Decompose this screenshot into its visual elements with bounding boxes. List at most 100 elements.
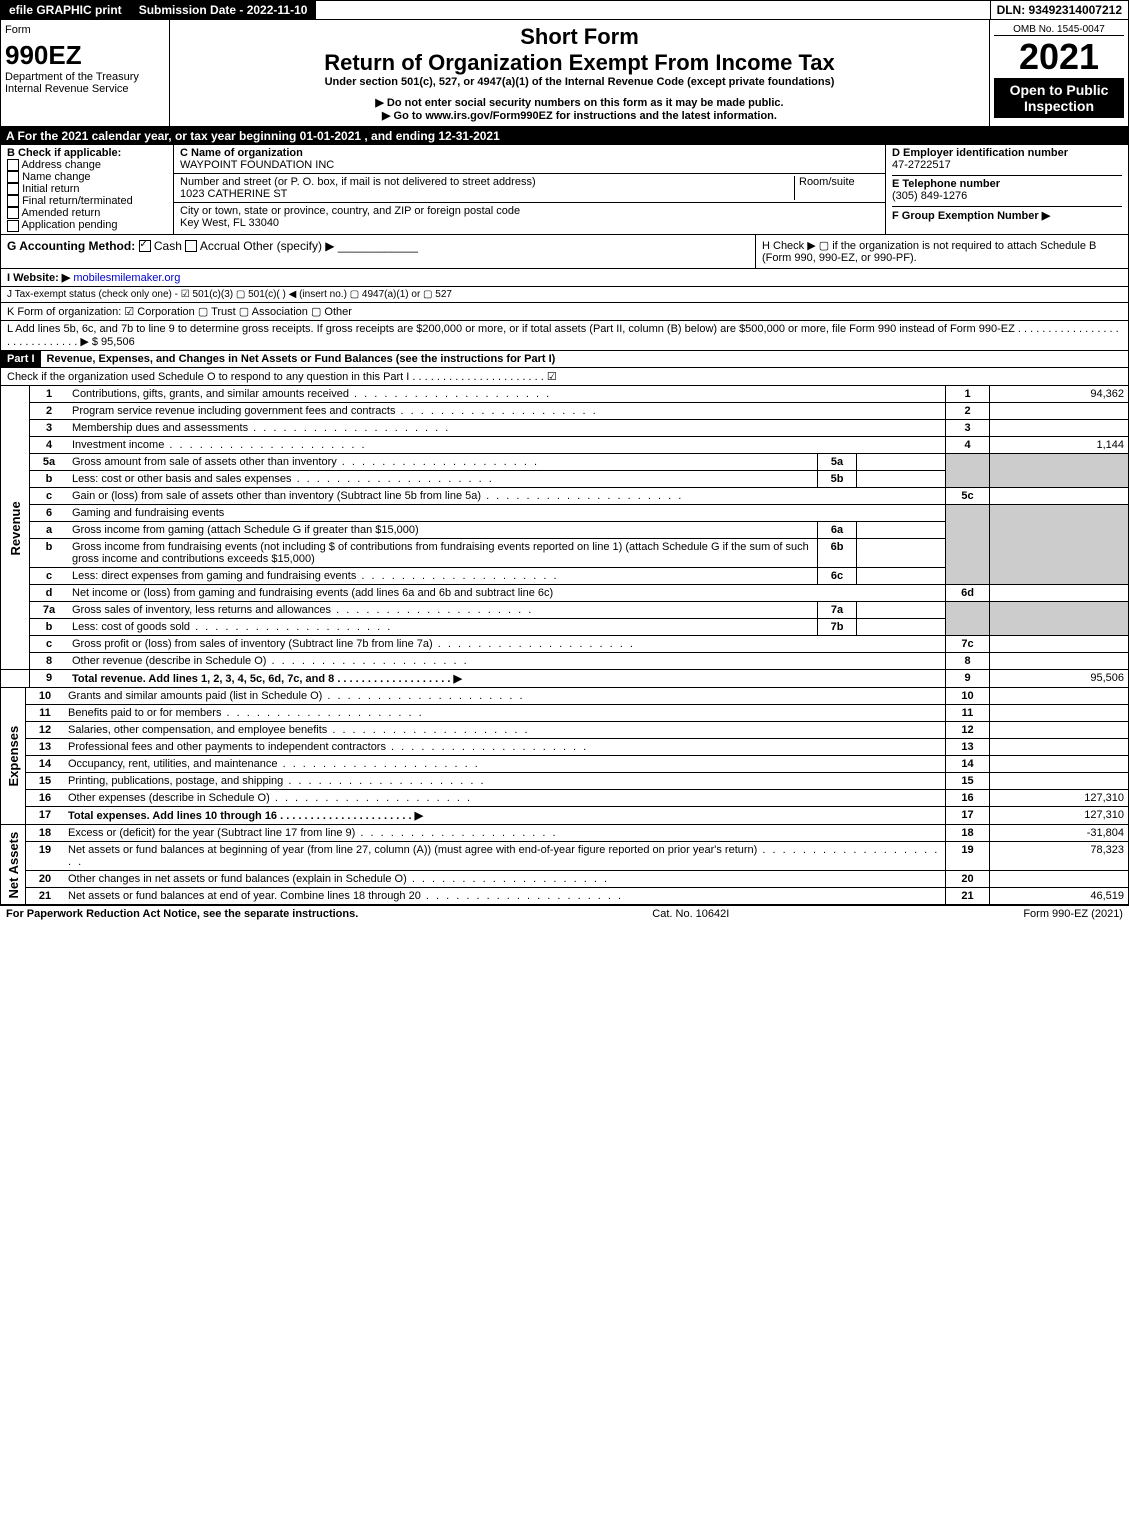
line-21-no: 21 <box>26 887 65 904</box>
line-6b-mini: 6b <box>818 538 857 567</box>
line-6-desc: Gaming and fundraising events <box>68 504 946 521</box>
line-21-num: 21 <box>946 887 990 904</box>
website-link[interactable]: mobilesmilemaker.org <box>73 272 180 284</box>
line-15-desc: Printing, publications, postage, and shi… <box>68 775 486 787</box>
line-14-val <box>990 755 1129 772</box>
check-cash[interactable] <box>139 240 151 252</box>
check-pending[interactable] <box>7 220 19 232</box>
section-j: J Tax-exempt status (check only one) - ☑… <box>0 287 1129 303</box>
section-b: B Check if applicable: Address change Na… <box>1 145 174 234</box>
line-6c-mini: 6c <box>818 567 857 584</box>
f-label: F Group Exemption Number ▶ <box>892 210 1050 222</box>
header-left: Form 990EZ Department of the Treasury In… <box>1 20 170 126</box>
short-form-title: Short Form <box>174 24 985 50</box>
line-20-num: 20 <box>946 870 990 887</box>
opt-name: Name change <box>22 171 91 183</box>
line-6a-minival <box>857 521 946 538</box>
line-8-desc: Other revenue (describe in Schedule O) <box>72 655 469 667</box>
rev-side-end <box>1 669 30 687</box>
l-amount: $ 95,506 <box>92 336 135 348</box>
opt-address: Address change <box>21 159 101 171</box>
line-5b-mini: 5b <box>818 470 857 487</box>
dln: DLN: 93492314007212 <box>990 1 1128 19</box>
line-19-desc: Net assets or fund balances at beginning… <box>68 844 939 868</box>
line-18-num: 18 <box>946 825 990 842</box>
line-3-num: 3 <box>946 419 990 436</box>
line-10-num: 10 <box>946 688 990 705</box>
d-label: D Employer identification number <box>892 147 1068 159</box>
line-5a-no: 5a <box>30 453 69 470</box>
header-center: Short Form Return of Organization Exempt… <box>170 20 989 126</box>
line-2-no: 2 <box>30 402 69 419</box>
line-6d-no: d <box>30 584 69 601</box>
subtitle: Under section 501(c), 527, or 4947(a)(1)… <box>174 76 985 88</box>
opt-pending: Application pending <box>21 219 117 231</box>
grey-7 <box>946 601 990 635</box>
form-number: 990EZ <box>5 40 165 71</box>
check-name-change[interactable] <box>7 171 19 183</box>
line-14-desc: Occupancy, rent, utilities, and maintena… <box>68 758 480 770</box>
line-19-no: 19 <box>26 841 65 870</box>
footer-left: For Paperwork Reduction Act Notice, see … <box>6 908 358 920</box>
line-6b-desc: Gross income from fundraising events (no… <box>68 538 818 567</box>
dept: Department of the Treasury <box>5 71 165 83</box>
line-6c-minival <box>857 567 946 584</box>
line-19-val: 78,323 <box>990 841 1129 870</box>
line-13-val <box>990 738 1129 755</box>
line-12-val <box>990 721 1129 738</box>
form-label: Form <box>5 24 165 36</box>
section-def: D Employer identification number 47-2722… <box>885 145 1128 234</box>
line-3-val <box>990 419 1129 436</box>
line-2-desc: Program service revenue including govern… <box>72 405 598 417</box>
line-7c-desc: Gross profit or (loss) from sales of inv… <box>72 638 635 650</box>
check-final-return[interactable] <box>7 195 19 207</box>
c-label: C Name of organization <box>180 147 303 159</box>
header-right: OMB No. 1545-0047 2021 Open to Public In… <box>989 20 1128 126</box>
goto-link[interactable]: ▶ Go to www.irs.gov/Form990EZ for instru… <box>174 109 985 122</box>
part-i-label: Part I <box>1 351 41 367</box>
line-18-desc: Excess or (deficit) for the year (Subtra… <box>68 827 558 839</box>
line-3-desc: Membership dues and assessments <box>72 422 450 434</box>
form-header: Form 990EZ Department of the Treasury In… <box>0 20 1129 127</box>
revenue-side-label: Revenue <box>1 386 30 670</box>
line-14-num: 14 <box>946 755 990 772</box>
line-18-val: -31,804 <box>990 825 1129 842</box>
netassets-table: Net Assets 18 Excess or (deficit) for th… <box>0 825 1129 905</box>
check-address-change[interactable] <box>7 159 19 171</box>
line-9-val: 95,506 <box>990 669 1129 687</box>
line-6a-no: a <box>30 521 69 538</box>
section-h: H Check ▶ ▢ if the organization is not r… <box>755 235 1128 268</box>
check-accrual[interactable] <box>185 240 197 252</box>
line-4-no: 4 <box>30 436 69 453</box>
grey-5v <box>990 453 1129 487</box>
line-13-num: 13 <box>946 738 990 755</box>
main-title: Return of Organization Exempt From Incom… <box>174 50 985 76</box>
line-2-num: 2 <box>946 402 990 419</box>
line-6c-no: c <box>30 567 69 584</box>
grey-7v <box>990 601 1129 635</box>
line-5c-num: 5c <box>946 487 990 504</box>
line-17-no: 17 <box>26 806 65 824</box>
check-initial-return[interactable] <box>7 183 19 195</box>
line-11-num: 11 <box>946 704 990 721</box>
grey-5 <box>946 453 990 487</box>
line-2-val <box>990 402 1129 419</box>
line-14-no: 14 <box>26 755 65 772</box>
line-1-desc: Contributions, gifts, grants, and simila… <box>72 388 551 400</box>
check-amended[interactable] <box>7 207 19 219</box>
footer-center: Cat. No. 10642I <box>652 908 729 920</box>
line-6d-val <box>990 584 1129 601</box>
line-7a-desc: Gross sales of inventory, less returns a… <box>72 604 533 616</box>
g-cash: Cash <box>154 239 182 253</box>
line-5c-desc: Gain or (loss) from sale of assets other… <box>72 490 683 502</box>
line-6d-num: 6d <box>946 584 990 601</box>
line-16-val: 127,310 <box>990 789 1129 806</box>
efile-print-button[interactable]: efile GRAPHIC print <box>1 1 131 19</box>
line-20-val <box>990 870 1129 887</box>
i-label: I Website: ▶ <box>7 272 70 284</box>
line-11-val <box>990 704 1129 721</box>
line-5a-minival <box>857 453 946 470</box>
line-7b-minival <box>857 618 946 635</box>
line-6d-desc: Net income or (loss) from gaming and fun… <box>68 584 946 601</box>
line-6a-mini: 6a <box>818 521 857 538</box>
